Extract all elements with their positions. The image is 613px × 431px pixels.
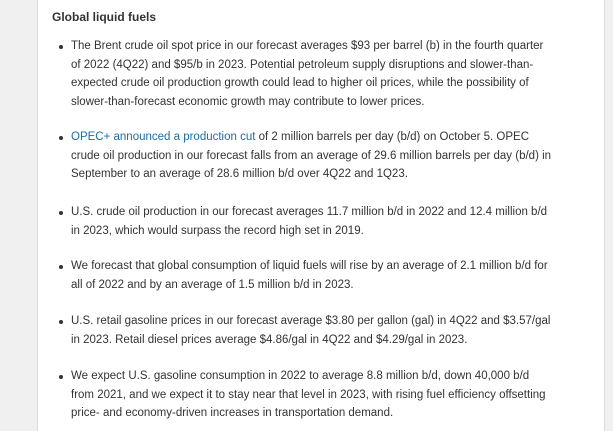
bullet-line: September to an average of 28.6 million … [71,168,408,180]
bullet-line: slower-than-forecast economic growth may… [71,95,425,108]
bullet-dot-icon [59,135,63,140]
bullet-line: in 2023, which would surpass the record … [71,224,364,237]
bullet-line: We expect U.S. gasoline consumption in 2… [71,370,530,382]
bullet-dot-icon [59,44,63,49]
bullet-item-global-consumption: We forecast that global consumption of l… [59,257,601,294]
bullet-line: all of 2022 and by an average of 1.5 mil… [71,278,354,291]
bullet-item-brent-price: The Brent crude oil spot price in our fo… [59,37,601,111]
bullet-line: expected crude oil production growth cou… [71,77,529,89]
bullet-item-retail-prices: U.S. retail gasoline prices in our forec… [59,312,601,349]
content-panel: Global liquid fuels The Brent crude oil … [37,0,605,431]
bullet-dot-icon [59,374,63,379]
bullet-line: of 2022 (4Q22) and $95/b in 2023. Potent… [71,58,534,71]
bullet-line: crude oil production in our forecast fal… [71,149,552,162]
bullet-item-gasoline-consumption: We expect U.S. gasoline consumption in 2… [59,367,601,423]
bullet-line: from 2021, and we expect it to stay near… [71,388,546,401]
bullet-item-opec-cut: OPEC+ announced a production cut of 2 mi… [59,128,601,184]
bullet-dot-icon [59,319,63,324]
bullet-line-text: of 2 million barrels per day (b/d) on Oc… [255,131,530,143]
section-heading: Global liquid fuels [52,10,157,24]
bullet-dot-icon [59,210,63,215]
bullet-line: U.S. crude oil production in our forecas… [71,206,548,218]
bullet-line: price- and economy-driven increases in t… [71,407,394,419]
bullet-line: We forecast that global consumption of l… [71,260,548,272]
bullet-dot-icon [59,264,63,269]
bullet-line: OPEC+ announced a production cut of 2 mi… [71,128,601,147]
bullet-item-us-crude-production: U.S. crude oil production in our forecas… [59,203,601,240]
bullet-line: The Brent crude oil spot price in our fo… [71,40,544,52]
bullet-line: U.S. retail gasoline prices in our forec… [71,315,551,327]
bullet-line: in 2023. Retail diesel prices average $4… [71,333,468,346]
opec-announcement-link[interactable]: OPEC+ announced a production cut [71,131,256,143]
